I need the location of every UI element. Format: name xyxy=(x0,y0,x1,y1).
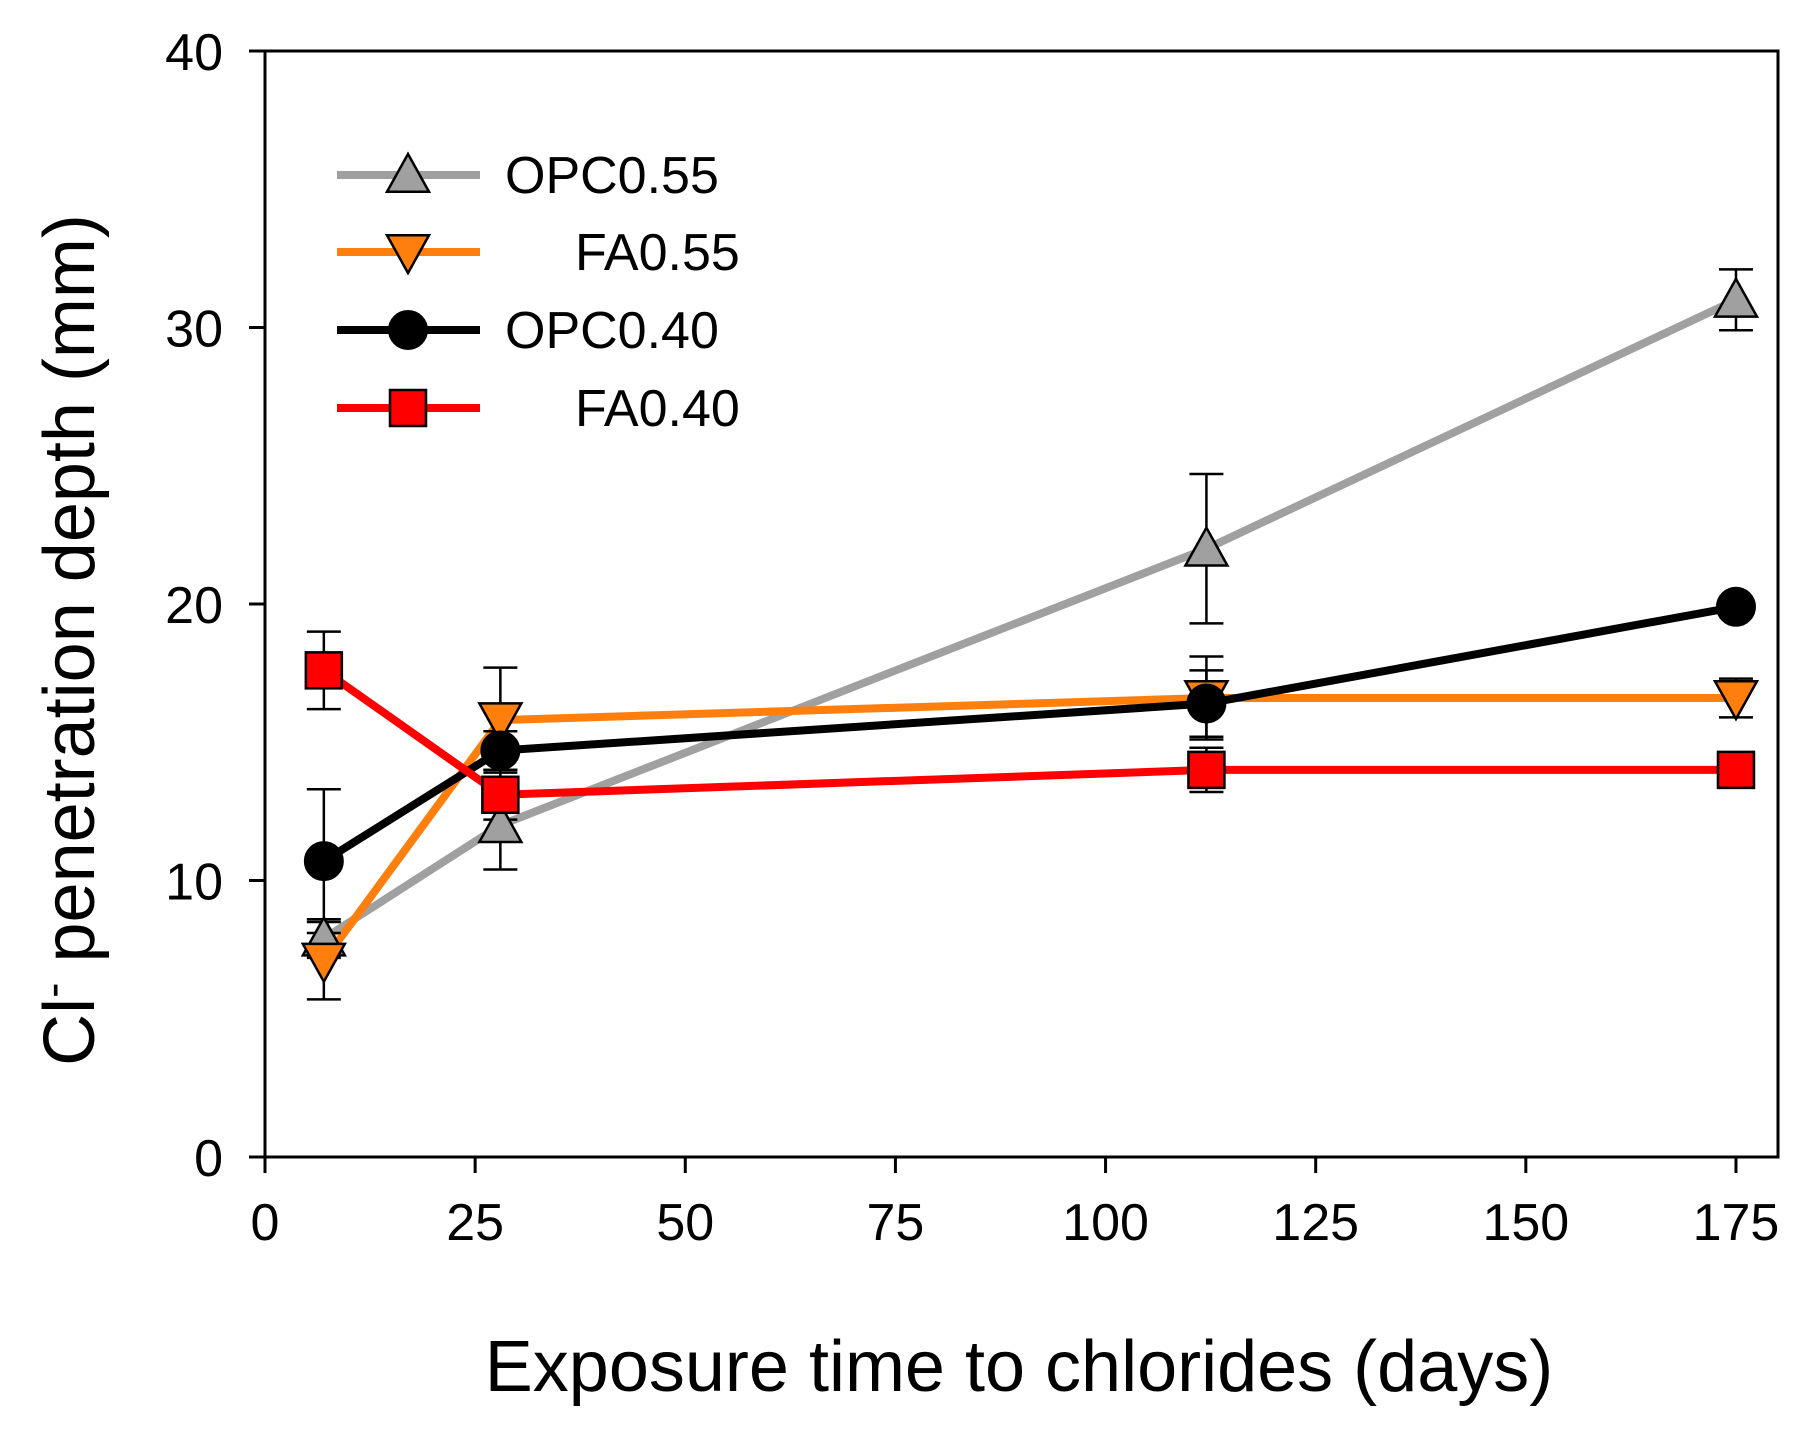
y-tick-label-2: 20 xyxy=(165,577,223,635)
x-tick-label-4: 100 xyxy=(1062,1194,1149,1252)
marker-fa055-3 xyxy=(1712,679,1760,722)
x-tick-label-7: 175 xyxy=(1693,1194,1780,1252)
x-tick-label-0: 0 xyxy=(251,1194,280,1252)
legend: OPC0.55 FA0.55 OPC0.40 FA0.40 xyxy=(337,147,740,438)
marker-fa055-0 xyxy=(300,942,347,985)
y-axis-title-rest: penetration depth (mm) xyxy=(30,214,110,982)
x-tick-label-5: 125 xyxy=(1272,1194,1359,1252)
marker-opc055-1 xyxy=(477,801,524,844)
legend-item-fa055: FA0.55 xyxy=(337,224,740,282)
legend-item-opc040: OPC0.40 xyxy=(337,302,719,360)
legend-label-fa040: FA0.40 xyxy=(575,380,740,438)
series-line-fa040 xyxy=(321,667,1736,799)
legend-item-fa040: FA0.40 xyxy=(337,380,740,438)
legend-item-opc055: OPC0.55 xyxy=(337,147,719,205)
y-tick-label-1: 10 xyxy=(165,854,223,912)
legend-marker-opc055 xyxy=(384,151,432,194)
y-tick-label-3: 30 xyxy=(165,301,223,359)
plot-frame xyxy=(263,49,1780,1159)
legend-marker-fa055 xyxy=(384,233,432,276)
marker-opc040-3 xyxy=(1715,586,1756,627)
series-markers xyxy=(300,276,1760,985)
y-tick-label-0: 0 xyxy=(194,1130,223,1188)
marker-fa040-1 xyxy=(481,775,520,815)
x-axis-title: Exposure time to chlorides (days) xyxy=(485,1327,1553,1407)
marker-fa055-1 xyxy=(477,702,524,744)
series-line-opc055 xyxy=(321,296,1738,942)
legend-marker-fa040 xyxy=(388,388,428,428)
legend-marker-opc040 xyxy=(388,310,428,350)
marker-fa040-2 xyxy=(1187,750,1226,790)
marker-fa040-3 xyxy=(1716,750,1756,790)
series-line-fa055 xyxy=(320,694,1736,964)
y-axis-title-main: Cl xyxy=(30,998,110,1066)
marker-opc055-2 xyxy=(1183,525,1230,567)
x-tick-label-1: 25 xyxy=(446,1194,504,1252)
y-axis-title-sup: - xyxy=(26,983,78,998)
series-layer xyxy=(300,268,1760,1001)
legend-label-opc055: OPC0.55 xyxy=(505,147,719,205)
marker-opc055-3 xyxy=(1712,276,1760,318)
series-lines xyxy=(320,296,1738,964)
x-tick-label-6: 150 xyxy=(1482,1194,1569,1252)
y-axis-title: Cl- penetration depth (mm) xyxy=(26,214,110,1066)
legend-label-fa055: FA0.55 xyxy=(575,224,740,282)
x-tick-label-2: 50 xyxy=(656,1194,714,1252)
error-bars xyxy=(306,268,1753,1001)
y-tick-label-4: 40 xyxy=(165,24,223,82)
series-line-opc040 xyxy=(321,602,1737,865)
axes: 0 25 50 75 100 125 150 175 0 10 20 30 40 xyxy=(165,24,1780,1252)
marker-opc040-1 xyxy=(480,730,521,771)
marker-opc040-2 xyxy=(1186,683,1227,724)
x-tick-label-3: 75 xyxy=(866,1194,924,1252)
marker-opc040-0 xyxy=(303,841,344,882)
legend-label-opc040: OPC0.40 xyxy=(505,302,719,360)
marker-fa040-0 xyxy=(304,651,344,690)
